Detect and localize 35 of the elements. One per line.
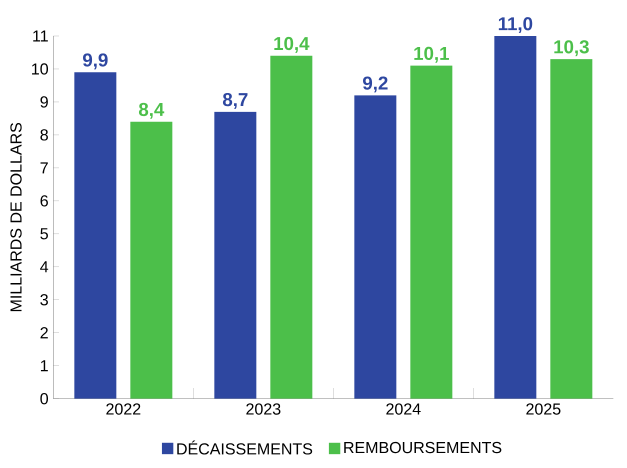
x-tick-label: 2025 — [526, 403, 560, 415]
legend-label: DÉCAISSEMENTS — [177, 440, 312, 455]
x-tick-label: 2024 — [386, 403, 421, 415]
y-tick-label: 10 — [32, 63, 48, 75]
y-tick-label: 0 — [40, 393, 48, 404]
bar — [550, 59, 592, 399]
data-label: 10,3 — [554, 40, 589, 56]
bar — [74, 72, 116, 399]
bar — [214, 112, 256, 399]
data-label: 11,0 — [498, 17, 532, 34]
bar — [494, 36, 536, 399]
x-tick-label: 2022 — [106, 403, 140, 415]
y-tick-label: 5 — [40, 228, 48, 240]
y-tick-label: 2 — [40, 327, 48, 338]
data-label: 9,9 — [83, 53, 108, 70]
y-axis-title: MILLIARDS DE DOLLARS — [10, 122, 22, 312]
data-label: 9,2 — [363, 76, 388, 92]
data-label: 10,4 — [274, 36, 310, 53]
bar — [354, 95, 396, 399]
y-tick-label: 3 — [40, 294, 48, 306]
data-label: 8,7 — [222, 92, 248, 109]
y-tick-label: 9 — [40, 96, 48, 108]
y-tick-label: 6 — [40, 195, 48, 206]
bar — [130, 122, 172, 399]
y-tick-label: 8 — [40, 129, 48, 141]
data-label: 10,1 — [414, 46, 449, 63]
legend-label: REMBOURSEMENTS — [344, 442, 502, 454]
y-tick-label: 7 — [40, 162, 48, 174]
y-tick-label: 11 — [33, 30, 48, 42]
y-tick-label: 1 — [40, 360, 48, 372]
x-tick-label: 2023 — [246, 403, 280, 415]
data-label: 8,4 — [138, 102, 164, 119]
bar — [270, 56, 312, 399]
bar — [410, 66, 452, 399]
y-tick-label: 4 — [40, 261, 48, 272]
